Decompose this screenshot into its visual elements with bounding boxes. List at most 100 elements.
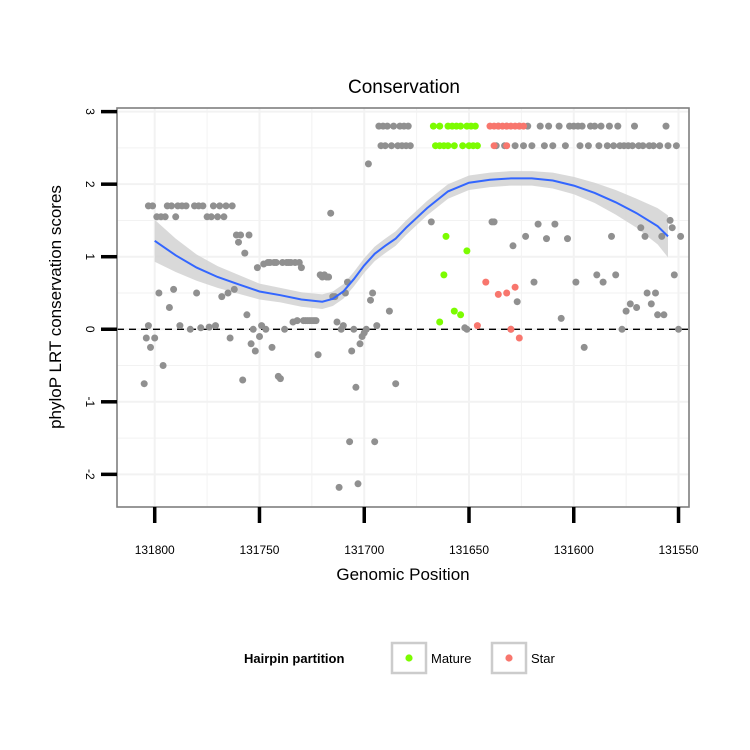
point-other bbox=[656, 142, 664, 150]
point-other bbox=[649, 142, 657, 150]
point-other bbox=[186, 325, 194, 333]
point-other bbox=[639, 142, 647, 150]
point-other bbox=[197, 324, 205, 332]
point-other bbox=[631, 122, 638, 130]
point-other bbox=[243, 311, 251, 319]
point-other bbox=[660, 311, 668, 319]
point-other bbox=[362, 325, 370, 333]
x-tick-label: 131550 bbox=[659, 543, 699, 557]
point-other bbox=[561, 142, 569, 150]
point-other bbox=[220, 213, 228, 221]
point-other bbox=[253, 264, 261, 272]
point-other bbox=[352, 383, 360, 391]
point-other bbox=[193, 289, 201, 297]
point-other bbox=[545, 122, 553, 130]
point-other bbox=[622, 307, 630, 315]
point-other bbox=[520, 142, 527, 150]
point-other bbox=[212, 322, 219, 330]
x-tick-label: 131800 bbox=[135, 543, 175, 557]
point-mature bbox=[429, 122, 437, 130]
x-axis-ticks: 131800 131750 131700 131650 131600 131550 bbox=[135, 507, 699, 557]
point-other bbox=[628, 142, 636, 150]
point-other bbox=[383, 122, 391, 130]
point-other bbox=[369, 289, 377, 297]
point-other bbox=[463, 325, 471, 333]
x-tick-label: 131750 bbox=[239, 543, 279, 557]
point-other bbox=[614, 122, 622, 130]
point-other bbox=[339, 322, 347, 330]
point-other bbox=[637, 224, 645, 232]
point-other bbox=[346, 438, 354, 446]
point-mature bbox=[473, 142, 481, 150]
point-mature bbox=[471, 122, 479, 130]
point-other bbox=[149, 202, 157, 210]
point-other bbox=[641, 232, 649, 240]
point-star bbox=[507, 325, 515, 333]
point-other bbox=[247, 340, 255, 348]
point-other bbox=[140, 380, 148, 388]
point-other bbox=[618, 325, 626, 333]
point-other bbox=[218, 293, 226, 301]
point-other bbox=[576, 142, 584, 150]
y-tick-label: 3 bbox=[83, 108, 97, 115]
point-other bbox=[249, 325, 257, 333]
point-other bbox=[672, 142, 680, 150]
point-mature bbox=[436, 318, 444, 326]
point-other bbox=[207, 213, 215, 221]
y-tick-label: 2 bbox=[83, 181, 97, 188]
point-other bbox=[350, 325, 358, 333]
point-other bbox=[591, 122, 599, 130]
point-other bbox=[272, 259, 280, 266]
point-other bbox=[354, 480, 362, 488]
point-other bbox=[222, 202, 230, 210]
point-other bbox=[333, 318, 341, 326]
point-other bbox=[536, 122, 544, 130]
point-other bbox=[262, 325, 270, 333]
point-mature bbox=[450, 142, 458, 150]
legend-label-mature: Mature bbox=[431, 651, 471, 666]
point-other bbox=[237, 231, 245, 239]
point-other bbox=[172, 213, 180, 221]
point-other bbox=[668, 224, 676, 232]
point-other bbox=[670, 271, 678, 279]
point-other bbox=[165, 304, 173, 311]
y-axis-title: phyloP LRT conservation scores bbox=[46, 185, 65, 429]
point-other bbox=[404, 122, 412, 130]
point-other bbox=[675, 325, 682, 333]
point-other bbox=[608, 232, 615, 240]
legend-label-star: Star bbox=[531, 651, 556, 666]
point-other bbox=[490, 218, 498, 226]
point-other bbox=[325, 273, 333, 281]
legend-dot-star bbox=[505, 654, 513, 662]
point-other bbox=[647, 300, 655, 308]
y-tick-label: -2 bbox=[83, 469, 97, 480]
legend: Hairpin partition Mature Star bbox=[244, 641, 556, 675]
point-other bbox=[356, 340, 364, 348]
point-other bbox=[528, 142, 536, 150]
point-other bbox=[427, 218, 435, 226]
point-other bbox=[314, 351, 322, 359]
point-other bbox=[381, 142, 389, 150]
point-star bbox=[503, 142, 511, 150]
point-other bbox=[182, 202, 190, 210]
point-other bbox=[364, 160, 372, 168]
point-other bbox=[297, 264, 305, 272]
point-other bbox=[276, 375, 284, 383]
point-other bbox=[658, 232, 666, 240]
legend-title: Hairpin partition bbox=[244, 651, 344, 666]
point-other bbox=[371, 438, 379, 446]
point-other bbox=[543, 235, 550, 243]
point-other bbox=[605, 122, 613, 130]
point-star bbox=[503, 289, 511, 297]
point-other bbox=[597, 122, 605, 130]
point-other bbox=[268, 343, 276, 351]
point-other bbox=[555, 122, 563, 130]
point-other bbox=[161, 213, 169, 221]
point-other bbox=[654, 311, 662, 319]
smooth-line bbox=[154, 177, 669, 303]
point-other bbox=[155, 289, 163, 297]
point-other bbox=[216, 202, 224, 210]
point-other bbox=[643, 289, 651, 297]
point-other bbox=[664, 142, 672, 150]
point-other bbox=[551, 220, 559, 228]
